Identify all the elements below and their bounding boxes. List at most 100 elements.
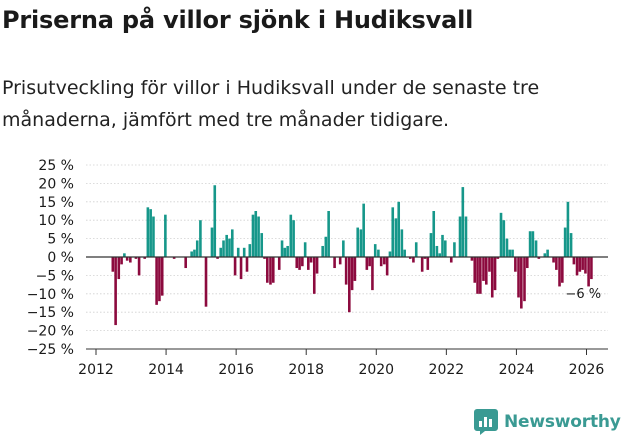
bar <box>149 209 152 257</box>
bar <box>453 242 456 257</box>
bar <box>190 251 193 257</box>
brand-name: Newsworthy <box>504 412 621 432</box>
y-tick-label: 15 % <box>38 195 74 211</box>
bar <box>479 257 482 294</box>
bar <box>193 249 196 257</box>
bar <box>552 257 555 263</box>
y-tick-label: 25 % <box>38 158 74 174</box>
bar <box>134 257 138 259</box>
x-tick-label: 2026 <box>569 362 605 378</box>
x-tick-label: 2016 <box>218 362 254 378</box>
bar <box>344 257 348 285</box>
bar <box>581 257 584 270</box>
bar <box>569 233 573 257</box>
newsworthy-logo-icon <box>474 409 498 435</box>
bar <box>511 249 514 257</box>
y-tick-label: −10 % <box>27 287 74 303</box>
bar <box>350 257 354 291</box>
x-tick-label: 2012 <box>78 362 114 378</box>
bar <box>368 257 371 267</box>
bar <box>283 247 287 257</box>
bar <box>517 257 520 298</box>
bar <box>164 214 167 257</box>
bar <box>295 257 299 269</box>
bar <box>546 249 549 257</box>
bar <box>315 257 319 274</box>
bar <box>146 207 150 257</box>
bar <box>242 247 246 257</box>
bar <box>277 257 281 270</box>
bar <box>120 257 123 265</box>
bar <box>172 257 176 259</box>
chart-subtitle: Prisutveckling för villor i Hudiksvall u… <box>2 77 540 131</box>
bar <box>289 214 293 257</box>
bar <box>397 201 401 257</box>
bar <box>566 201 570 257</box>
bar <box>230 229 234 257</box>
bar <box>152 216 155 257</box>
bar <box>269 257 272 285</box>
bar <box>199 220 202 257</box>
bar <box>324 236 328 257</box>
bar <box>523 257 526 302</box>
bar <box>505 238 509 257</box>
bar <box>303 242 307 257</box>
bar <box>412 257 415 263</box>
bar <box>520 257 523 309</box>
bar <box>257 216 260 257</box>
bar <box>449 257 453 263</box>
x-tick-label: 2014 <box>148 362 184 378</box>
bar <box>438 253 441 257</box>
bar <box>280 240 284 257</box>
bar <box>309 257 313 263</box>
bar <box>531 231 535 257</box>
bar <box>216 257 219 259</box>
bar <box>129 257 132 263</box>
bar <box>251 214 255 257</box>
bar <box>408 257 412 259</box>
bar <box>464 216 468 257</box>
x-tick-label: 2020 <box>358 362 394 378</box>
bar <box>435 245 439 257</box>
bar <box>307 257 310 270</box>
bar <box>403 249 406 257</box>
bar <box>117 257 121 280</box>
y-tick-label: −5 % <box>36 268 74 284</box>
bar <box>590 257 593 280</box>
bar <box>493 257 497 291</box>
bar <box>572 257 576 265</box>
x-tick-label: 2022 <box>429 362 465 378</box>
bar <box>321 245 324 257</box>
bar <box>584 257 587 274</box>
bar <box>502 220 506 257</box>
bar <box>359 229 363 257</box>
bar <box>514 257 517 272</box>
bar <box>160 257 164 296</box>
bar <box>204 257 208 307</box>
bar <box>555 257 558 270</box>
bar <box>239 257 243 280</box>
bar <box>485 257 488 285</box>
bar <box>423 257 427 259</box>
bar <box>400 229 404 257</box>
bar <box>561 257 564 283</box>
bar <box>298 257 301 270</box>
bar <box>362 203 365 257</box>
bar <box>441 234 444 257</box>
bar <box>528 231 532 257</box>
bar <box>292 220 295 257</box>
bar <box>327 211 330 257</box>
bar <box>248 244 252 257</box>
x-axis: 2012 2014 2016 2018 2020 2022 2024 2026 <box>78 348 608 378</box>
bar <box>114 257 117 326</box>
y-tick-label: 20 % <box>38 176 74 192</box>
bar <box>125 257 129 261</box>
bar <box>111 257 115 272</box>
y-axis: −25 % −20 % −15 % −10 % −5 % 0 % 5 % 10 % 15 % 20… <box>27 158 74 358</box>
bar <box>432 211 436 257</box>
bar <box>534 240 538 257</box>
bar <box>476 257 479 294</box>
bar <box>228 238 231 257</box>
y-tick-label: −25 % <box>27 342 74 358</box>
